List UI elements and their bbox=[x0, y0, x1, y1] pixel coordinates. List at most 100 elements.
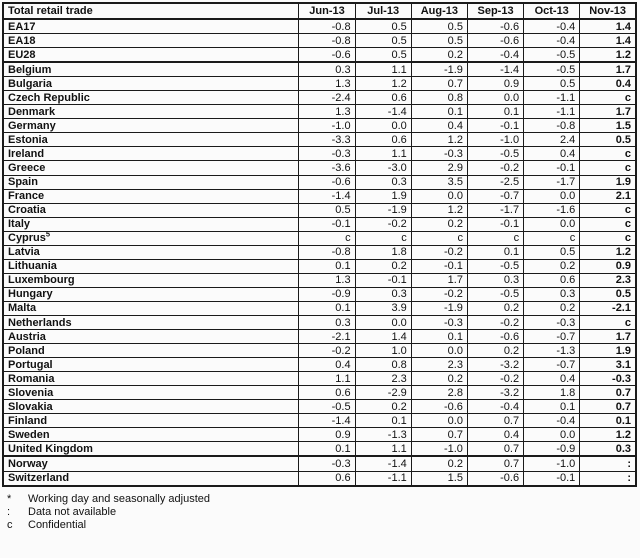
value-cell: c bbox=[466, 230, 525, 246]
value-cell: 1.2 bbox=[579, 244, 637, 260]
value-cell: c bbox=[579, 202, 637, 218]
value-cell: 0.9 bbox=[579, 258, 637, 274]
value-cell: 0.1 bbox=[579, 413, 637, 429]
country-name: Sweden bbox=[2, 427, 300, 443]
value-cell: -1.4 bbox=[354, 104, 412, 120]
value-cell: 1.4 bbox=[579, 18, 637, 35]
value-cell: 0.0 bbox=[523, 188, 581, 204]
value-cell: -0.1 bbox=[523, 470, 581, 487]
value-cell: -1.1 bbox=[523, 104, 581, 120]
value-cell: -0.6 bbox=[466, 470, 525, 487]
footnote-text: Working day and seasonally adjusted bbox=[28, 492, 211, 505]
table-row: Slovakia -0.5 0.2 -0.6 -0.4 0.1 0.7 bbox=[2, 399, 637, 415]
value-cell: 0.8 bbox=[410, 90, 468, 106]
value-cell: 0.0 bbox=[410, 413, 468, 429]
value-cell: -1.0 bbox=[523, 455, 581, 472]
value-cell: 0.6 bbox=[354, 90, 412, 106]
country-name: EU28 bbox=[2, 47, 300, 64]
value-cell: 0.1 bbox=[523, 399, 581, 415]
country-name: Switzerland bbox=[2, 470, 300, 487]
value-cell: -0.5 bbox=[523, 61, 581, 78]
value-cell: -0.1 bbox=[354, 272, 412, 288]
value-cell: 0.5 bbox=[410, 18, 468, 35]
value-cell: 0.2 bbox=[466, 343, 525, 359]
value-cell: 0.1 bbox=[410, 329, 468, 345]
table-row: Netherlands 0.3 0.0 -0.3 -0.2 -0.3 c bbox=[2, 314, 637, 331]
table-row: Estonia -3.3 0.6 1.2 -1.0 2.4 0.5 bbox=[2, 132, 637, 148]
value-cell: 0.5 bbox=[354, 33, 412, 49]
value-cell: -1.7 bbox=[523, 174, 581, 190]
value-cell: -1.4 bbox=[298, 188, 356, 204]
table-row: Malta 0.1 3.9 -1.9 0.2 0.2 -2.1 bbox=[2, 300, 637, 316]
value-cell: 3.1 bbox=[579, 357, 637, 373]
value-cell: 1.2 bbox=[579, 47, 637, 64]
value-cell: c bbox=[523, 230, 581, 246]
value-cell: -0.4 bbox=[466, 47, 525, 64]
table-row: Czech Republic -2.4 0.6 0.8 0.0 -1.1 c bbox=[2, 90, 637, 106]
value-cell: 0.9 bbox=[466, 76, 525, 92]
value-cell: 1.1 bbox=[354, 61, 412, 78]
value-cell: 0.2 bbox=[410, 47, 468, 64]
footnote-text: Data not available bbox=[28, 505, 117, 518]
value-cell: 0.2 bbox=[354, 399, 412, 415]
country-name: Bulgaria bbox=[2, 76, 300, 92]
value-cell: 0.6 bbox=[298, 470, 356, 487]
footnote-marker: c bbox=[7, 518, 13, 531]
country-name: Estonia bbox=[2, 132, 300, 148]
value-cell: -1.9 bbox=[410, 300, 468, 316]
value-cell: -0.2 bbox=[466, 160, 525, 176]
table-row: Austria -2.1 1.4 0.1 -0.6 -0.7 1.7 bbox=[2, 329, 637, 345]
value-cell: 0.6 bbox=[523, 272, 581, 288]
value-cell: 2.9 bbox=[410, 160, 468, 176]
value-cell: 0.1 bbox=[298, 258, 356, 274]
table-row: United Kingdom 0.1 1.1 -1.0 0.7 -0.9 0.3 bbox=[2, 441, 637, 458]
value-cell: -1.4 bbox=[466, 61, 525, 78]
value-cell: 1.1 bbox=[354, 146, 412, 162]
country-name: EA17 bbox=[2, 18, 300, 35]
table-row: Poland -0.2 1.0 0.0 0.2 -1.3 1.9 bbox=[2, 343, 637, 359]
value-cell: 1.2 bbox=[410, 202, 468, 218]
value-cell: 1.3 bbox=[298, 104, 356, 120]
value-cell: c bbox=[354, 230, 412, 246]
column-header-aug: Aug-13 bbox=[410, 2, 468, 20]
value-cell: -1.7 bbox=[466, 202, 525, 218]
value-cell: 0.2 bbox=[354, 258, 412, 274]
value-cell: -3.0 bbox=[354, 160, 412, 176]
value-cell: 1.7 bbox=[579, 329, 637, 345]
table-row: Portugal 0.4 0.8 2.3 -3.2 -0.7 3.1 bbox=[2, 357, 637, 373]
value-cell: -1.0 bbox=[466, 132, 525, 148]
country-name: Slovenia bbox=[2, 385, 300, 401]
value-cell: 1.4 bbox=[354, 329, 412, 345]
value-cell: 1.1 bbox=[354, 441, 412, 458]
value-cell: -1.4 bbox=[298, 413, 356, 429]
value-cell: -1.9 bbox=[354, 202, 412, 218]
value-cell: 0.3 bbox=[354, 174, 412, 190]
value-cell: 0.1 bbox=[466, 244, 525, 260]
country-name: Romania bbox=[2, 371, 300, 387]
value-cell: -2.1 bbox=[579, 300, 637, 316]
value-cell: -1.0 bbox=[298, 118, 356, 134]
value-cell: 1.8 bbox=[354, 244, 412, 260]
table-row: EA18 -0.8 0.5 0.5 -0.6 -0.4 1.4 bbox=[2, 33, 637, 49]
value-cell: 0.6 bbox=[298, 385, 356, 401]
value-cell: 0.5 bbox=[579, 132, 637, 148]
value-cell: -1.1 bbox=[523, 90, 581, 106]
value-cell: 0.1 bbox=[410, 104, 468, 120]
retail-trade-table: Total retail trade Jun-13 Jul-13 Aug-13 … bbox=[2, 2, 637, 487]
footnote-working-day: * Working day and seasonally adjusted bbox=[2, 493, 638, 506]
value-cell: c bbox=[579, 216, 637, 232]
value-cell: 1.2 bbox=[354, 76, 412, 92]
value-cell: c bbox=[579, 160, 637, 176]
country-name: Belgium bbox=[2, 61, 300, 78]
table-row: Latvia -0.8 1.8 -0.2 0.1 0.5 1.2 bbox=[2, 244, 637, 260]
value-cell: 2.3 bbox=[354, 371, 412, 387]
footnote-confidential: c Confidential bbox=[2, 519, 638, 532]
value-cell: 0.6 bbox=[354, 132, 412, 148]
country-name: United Kingdom bbox=[2, 441, 300, 458]
value-cell: 0.3 bbox=[354, 286, 412, 302]
value-cell: 0.5 bbox=[298, 202, 356, 218]
value-cell: 0.4 bbox=[466, 427, 525, 443]
country-name: Latvia bbox=[2, 244, 300, 260]
country-name: EA18 bbox=[2, 33, 300, 49]
country-name: Finland bbox=[2, 413, 300, 429]
